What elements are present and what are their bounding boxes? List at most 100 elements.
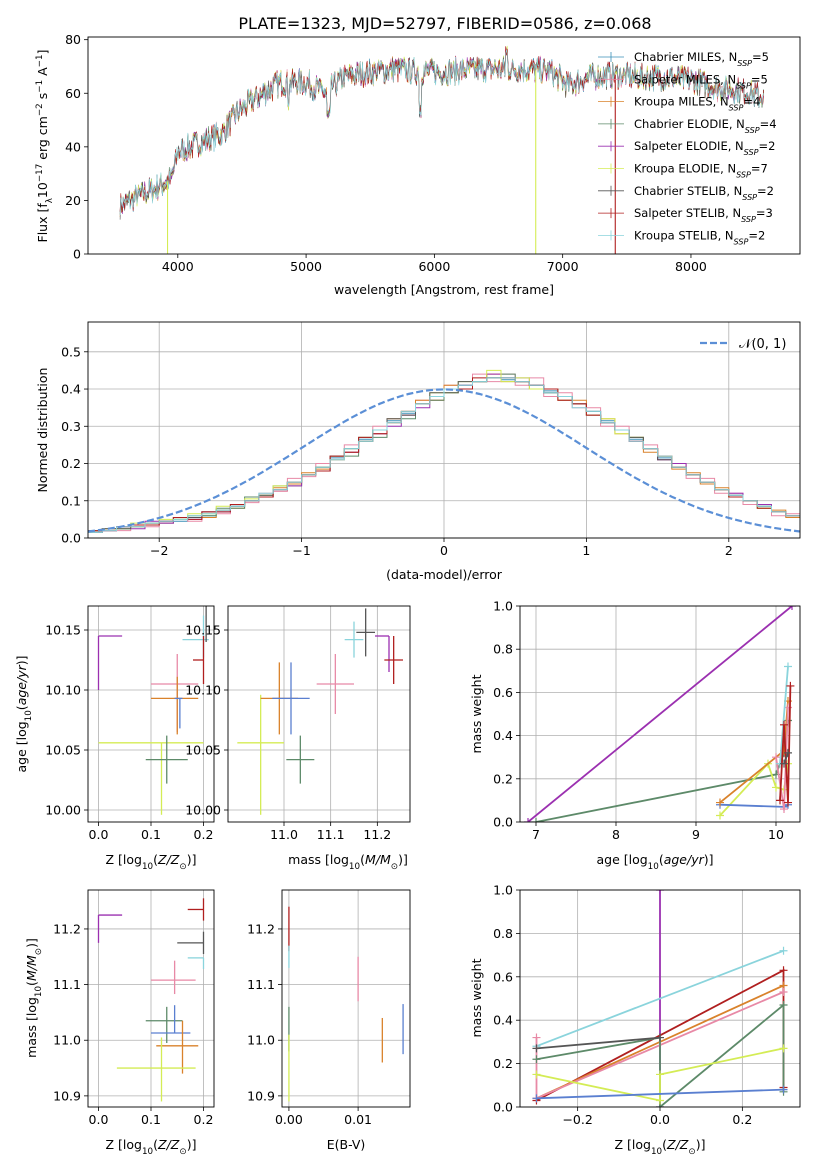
y-tick-label-2: 11.1	[247, 977, 275, 992]
legend-label-7: Salpeter STELIB, NSSP=3	[634, 206, 773, 224]
weight-marker-7-3	[786, 681, 795, 690]
axes-frame	[519, 605, 801, 823]
x-tick-label-0: 7	[532, 827, 540, 842]
y-tick-label-0: 0.0	[493, 1100, 513, 1115]
panel-age_vs_mass: 11.0 11.1 11.2 10.00 10.05 10.10 10.15 mass [lo…	[185, 605, 411, 872]
weight-marker-1-0	[532, 818, 540, 822]
y-tick-label-3: 11.2	[53, 921, 81, 936]
y-tick-label-3: 60	[65, 86, 81, 101]
plot-area-weight_vs_Z	[532, 890, 788, 1107]
panel-weight_vs_Z: −0.2 0.0 0.2 0.0 0.2 0.4 0.6 0.8 1.0 Z [log10(Z/Z…	[469, 883, 801, 1157]
weight-marker-0-1	[656, 890, 664, 894]
y-tick-label-2: 0.4	[493, 728, 513, 743]
weight-marker-6-1	[784, 662, 792, 671]
weight-marker-0-1	[788, 606, 796, 610]
plot-area-age_vs_Z	[97, 606, 209, 815]
axes-frame	[87, 321, 801, 539]
x-axis-label: Z [log10(Z/Z⊙)]	[106, 852, 197, 872]
y-tick-label-1: 0.1	[61, 493, 81, 508]
legend-label-5: Kroupa ELODIE, NSSP=7	[634, 162, 768, 180]
x-tick-label-1: 8	[612, 827, 620, 842]
weight-marker-7-1	[780, 720, 788, 729]
x-tick-label-1: −1	[292, 543, 310, 558]
x-tick-label-0: 0.00	[275, 1112, 303, 1127]
weight-marker-4-2	[779, 987, 788, 996]
x-tick-label-3: 1	[582, 543, 590, 558]
legend-label-6: Chabrier STELIB, NSSP=2	[634, 184, 774, 202]
y-tick-label-3: 0.6	[493, 685, 513, 700]
legend-label-4: Salpeter ELODIE, NSSP=2	[634, 139, 775, 157]
x-tick-label-0: −0.2	[562, 1112, 592, 1127]
weight-marker-8-1	[784, 748, 792, 757]
x-tick-label-1: 0.01	[344, 1112, 372, 1127]
y-tick-label-3: 10.15	[45, 623, 81, 638]
y-tick-label-3: 11.2	[247, 921, 275, 936]
y-tick-label-1: 11.0	[247, 1033, 275, 1048]
x-axis-label: Z [log10(Z/Z⊙)]	[615, 1137, 706, 1157]
y-tick-label-1: 10.05	[45, 743, 81, 758]
y-axis-label: mass [log10(M/M⊙)]	[24, 938, 44, 1058]
weight-line-6	[779, 666, 789, 764]
weight-marker-6-2	[656, 1070, 664, 1079]
x-tick-label-0: 4000	[162, 259, 194, 274]
weight-marker-5-0	[772, 753, 780, 762]
y-axis-label: age [log10(age/yr)]	[14, 655, 34, 772]
y-axis-label: mass weight	[469, 674, 484, 753]
y-tick-label-1: 20	[65, 193, 81, 208]
weight-marker-5-0	[532, 1055, 541, 1064]
panel-age_vs_Z: 0.0 0.1 0.2 10.00 10.05 10.10 10.15 Z [log10(Z/…	[14, 605, 215, 872]
spectrum-line-8	[119, 49, 764, 215]
plot-area-age_vs_mass	[237, 608, 403, 815]
y-tick-label-4: 80	[65, 32, 81, 47]
x-axis-label: E(B-V)	[327, 1137, 366, 1152]
weight-marker-2-1	[779, 966, 788, 975]
weight-marker-5-3	[779, 1001, 788, 1010]
y-tick-label-5: 0.5	[61, 344, 81, 359]
gaussian-curve	[88, 388, 800, 533]
weight-marker-2-0	[716, 811, 724, 820]
weight-line-8	[783, 752, 789, 765]
axes-frame	[519, 889, 801, 1108]
y-tick-label-3: 10.15	[185, 623, 221, 638]
plot-area-spectrum	[119, 45, 764, 254]
histogram-8	[88, 377, 800, 533]
panel-residuals: −2 −1 0 1 2 0.0 0.1 0.2 0.3 0.4 0.5 𝒩(0, 1) (data-mo…	[35, 321, 801, 582]
x-axis-label: wavelength [Angstrom, rest frame]	[334, 282, 554, 297]
y-tick-label-2: 10.10	[185, 683, 221, 698]
x-tick-label-2: 11.2	[363, 827, 391, 842]
x-tick-label-0: −2	[150, 543, 168, 558]
weight-marker-6-3	[779, 1044, 788, 1053]
plot-area-residuals	[88, 369, 800, 533]
y-tick-label-1: 10.05	[185, 743, 221, 758]
x-tick-label-2: 0.2	[194, 827, 214, 842]
x-axis-label: (data-model)/error	[386, 567, 503, 582]
x-tick-label-2: 0.2	[732, 1112, 752, 1127]
panel-weight_vs_age: 7 8 9 10 0.0 0.2 0.4 0.6 0.8 1.0 age [log10(age/yr…	[469, 599, 801, 872]
x-tick-label-1: 0.1	[141, 827, 161, 842]
y-axis-label: mass weight	[469, 958, 484, 1037]
weight-marker-7-0	[776, 796, 784, 805]
y-tick-label-0: 0	[73, 247, 81, 262]
x-tick-label-1: 5000	[290, 259, 322, 274]
weight-marker-7-2	[784, 798, 792, 807]
legend-label-3: Chabrier ELODIE, NSSP=4	[634, 117, 777, 134]
x-tick-label-0: 0.0	[89, 827, 109, 842]
y-tick-label-3: 0.3	[61, 419, 81, 434]
weight-line-6	[536, 1047, 784, 1102]
x-tick-label-0: 0.0	[89, 1112, 109, 1127]
y-tick-label-0: 10.00	[45, 803, 81, 818]
x-axis-label: age [log10(age/yr)]	[596, 852, 713, 872]
weight-marker-1-1	[779, 946, 788, 955]
y-tick-label-0: 0.0	[61, 531, 81, 546]
y-tick-label-1: 0.2	[493, 771, 513, 786]
x-tick-label-1: 0.1	[141, 1112, 161, 1127]
axes-frame	[87, 605, 215, 823]
weight-marker-5-1	[780, 805, 788, 814]
y-tick-label-3: 0.6	[493, 969, 513, 984]
y-tick-label-0: 10.9	[247, 1088, 275, 1103]
x-tick-label-2: 0.2	[194, 1112, 214, 1127]
weight-line-1	[536, 949, 784, 1048]
weight-marker-7-0	[532, 1094, 541, 1103]
legend: Chabrier MILES, NSSP=5 Salpeter MILES, NS…	[598, 50, 777, 246]
